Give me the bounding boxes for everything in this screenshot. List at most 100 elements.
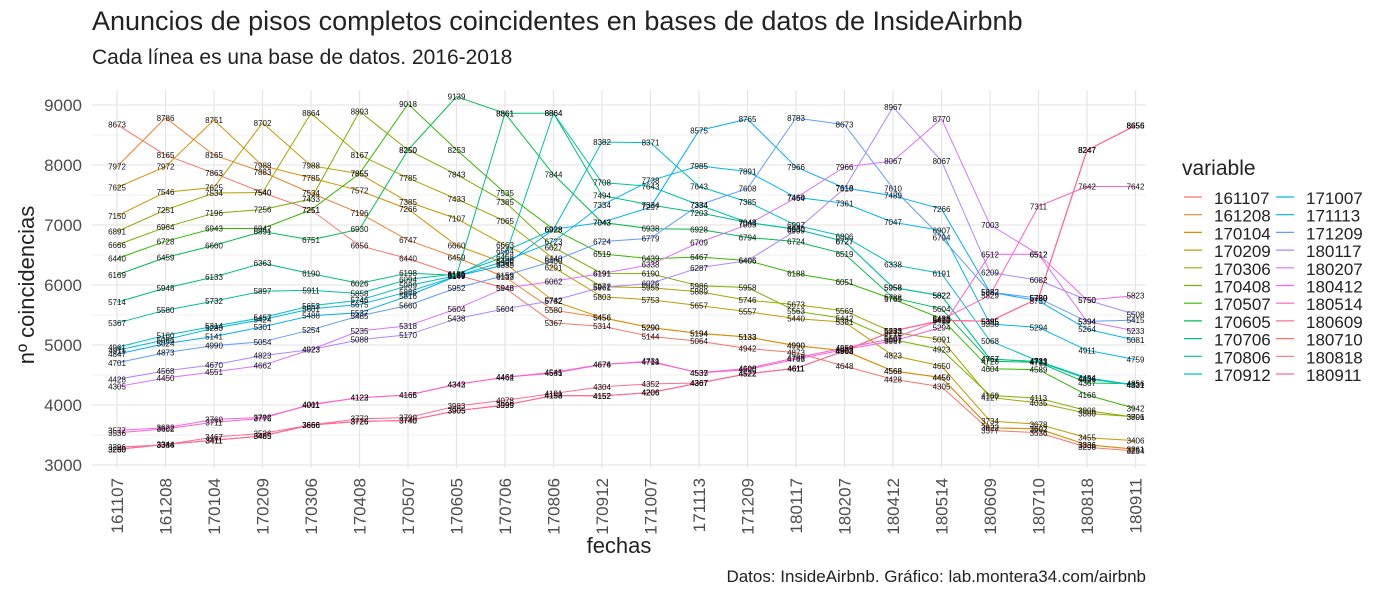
legend-label: 161107 — [1214, 189, 1269, 208]
data-label: 7494 — [593, 191, 611, 200]
data-label: 8751 — [205, 116, 223, 125]
data-label: 8864 — [302, 109, 320, 118]
data-label: 3577 — [108, 426, 126, 435]
series-line — [116, 122, 1136, 442]
data-label: 5233 — [884, 327, 902, 336]
data-label: 6709 — [690, 238, 708, 247]
data-label: 4331 — [1127, 381, 1145, 390]
legend-label: 180710 — [1306, 331, 1363, 350]
data-label: 4428 — [108, 375, 126, 384]
data-label: 5280 — [205, 324, 223, 333]
data-label: 8247 — [1078, 146, 1096, 155]
data-label: 8656 — [1127, 122, 1145, 131]
data-label: 5068 — [981, 337, 999, 346]
data-label: 4160 — [981, 391, 999, 400]
legend-title: variable — [1182, 157, 1256, 180]
data-label: 4611 — [787, 364, 805, 373]
series-line — [116, 112, 1136, 386]
data-label: 5088 — [351, 336, 369, 345]
data-label: 8247 — [1078, 146, 1096, 155]
data-label: 6928 — [545, 225, 563, 234]
data-label: 6751 — [302, 236, 320, 245]
data-label: 8893 — [351, 107, 369, 116]
data-label: 5440 — [787, 315, 805, 324]
data-label: 5086 — [157, 336, 175, 345]
legend-item: 180412 — [1276, 278, 1363, 297]
data-label: 4533 — [690, 369, 708, 378]
data-label: 6400 — [545, 257, 563, 266]
data-label: 6335 — [496, 261, 514, 270]
data-label: 5829 — [981, 291, 999, 300]
data-label: 6363 — [254, 259, 272, 268]
data-label: 4522 — [739, 370, 757, 379]
data-label: 8067 — [933, 157, 951, 166]
data-label: 6727 — [836, 237, 854, 246]
data-label: 6051 — [836, 278, 854, 287]
data-label: 5318 — [399, 322, 417, 331]
data-label: 4763 — [787, 355, 805, 364]
data-label: 5107 — [884, 335, 902, 344]
data-label: 5601 — [302, 305, 320, 314]
data-label: 4903 — [836, 347, 854, 356]
legend-label: 180207 — [1306, 260, 1363, 279]
data-label: 4911 — [1078, 346, 1096, 355]
data-label: 4767 — [981, 355, 999, 364]
data-label: 4152 — [593, 392, 611, 401]
data-label: 4903 — [836, 347, 854, 356]
data-label: 4723 — [1030, 358, 1048, 367]
data-label: 3905 — [448, 407, 466, 416]
y-tick-labels: 3000 4000 5000 6000 7000 8000 9000 — [44, 96, 82, 475]
data-label: 5788 — [884, 294, 902, 303]
data-label: 4911 — [108, 346, 126, 355]
data-label: 6928 — [545, 225, 563, 234]
data-label: 7988 — [254, 162, 272, 171]
data-label: 8067 — [884, 157, 902, 166]
data-label: 6997 — [787, 221, 805, 230]
data-label: 4206 — [642, 389, 660, 398]
legend-label: 171209 — [1306, 224, 1363, 243]
data-label: 5141 — [205, 333, 223, 342]
data-label: 8575 — [690, 127, 708, 136]
series-line — [116, 117, 1136, 364]
data-label: 4522 — [739, 370, 757, 379]
data-label: 6439 — [642, 255, 660, 264]
data-label: 4942 — [739, 344, 757, 353]
data-label: 7203 — [690, 209, 708, 218]
data-label: 4568 — [884, 367, 902, 376]
data-label: 7043 — [593, 218, 611, 227]
data-label: 5653 — [302, 302, 320, 311]
data-label: 4608 — [739, 365, 757, 374]
data-label: 5294 — [933, 323, 951, 332]
x-tick-label: 171209 — [739, 478, 758, 535]
data-label: 6159 — [496, 271, 514, 280]
data-label: 7047 — [884, 218, 902, 227]
data-label: 6519 — [593, 250, 611, 259]
data-label: 6806 — [836, 233, 854, 242]
y-tick-label: 9000 — [44, 96, 82, 115]
data-label: 3577 — [981, 426, 999, 435]
data-label: 4166 — [1078, 391, 1096, 400]
series-line — [116, 118, 1136, 355]
data-label: 5886 — [399, 288, 417, 297]
series-line — [116, 125, 1136, 450]
data-label: 8382 — [593, 138, 611, 147]
data-label: 4158 — [545, 392, 563, 401]
data-label: 7489 — [884, 192, 902, 201]
data-label: 6026 — [351, 279, 369, 288]
data-label: 6747 — [399, 236, 417, 245]
data-label: 6928 — [690, 225, 708, 234]
data-label: 6440 — [108, 255, 126, 264]
data-label: 3666 — [302, 421, 320, 430]
data-label: 7107 — [448, 215, 466, 224]
data-label: 4611 — [787, 364, 805, 373]
data-label: 5604 — [496, 305, 514, 314]
data-label: 3344 — [157, 440, 175, 449]
data-label: 6907 — [933, 227, 951, 236]
data-label: 5822 — [933, 292, 951, 301]
data-label: 8673 — [108, 121, 126, 130]
data-label: 5714 — [108, 298, 126, 307]
data-label: 8783 — [787, 114, 805, 123]
data-label: 3740 — [399, 417, 417, 426]
data-label: 5780 — [1030, 294, 1048, 303]
